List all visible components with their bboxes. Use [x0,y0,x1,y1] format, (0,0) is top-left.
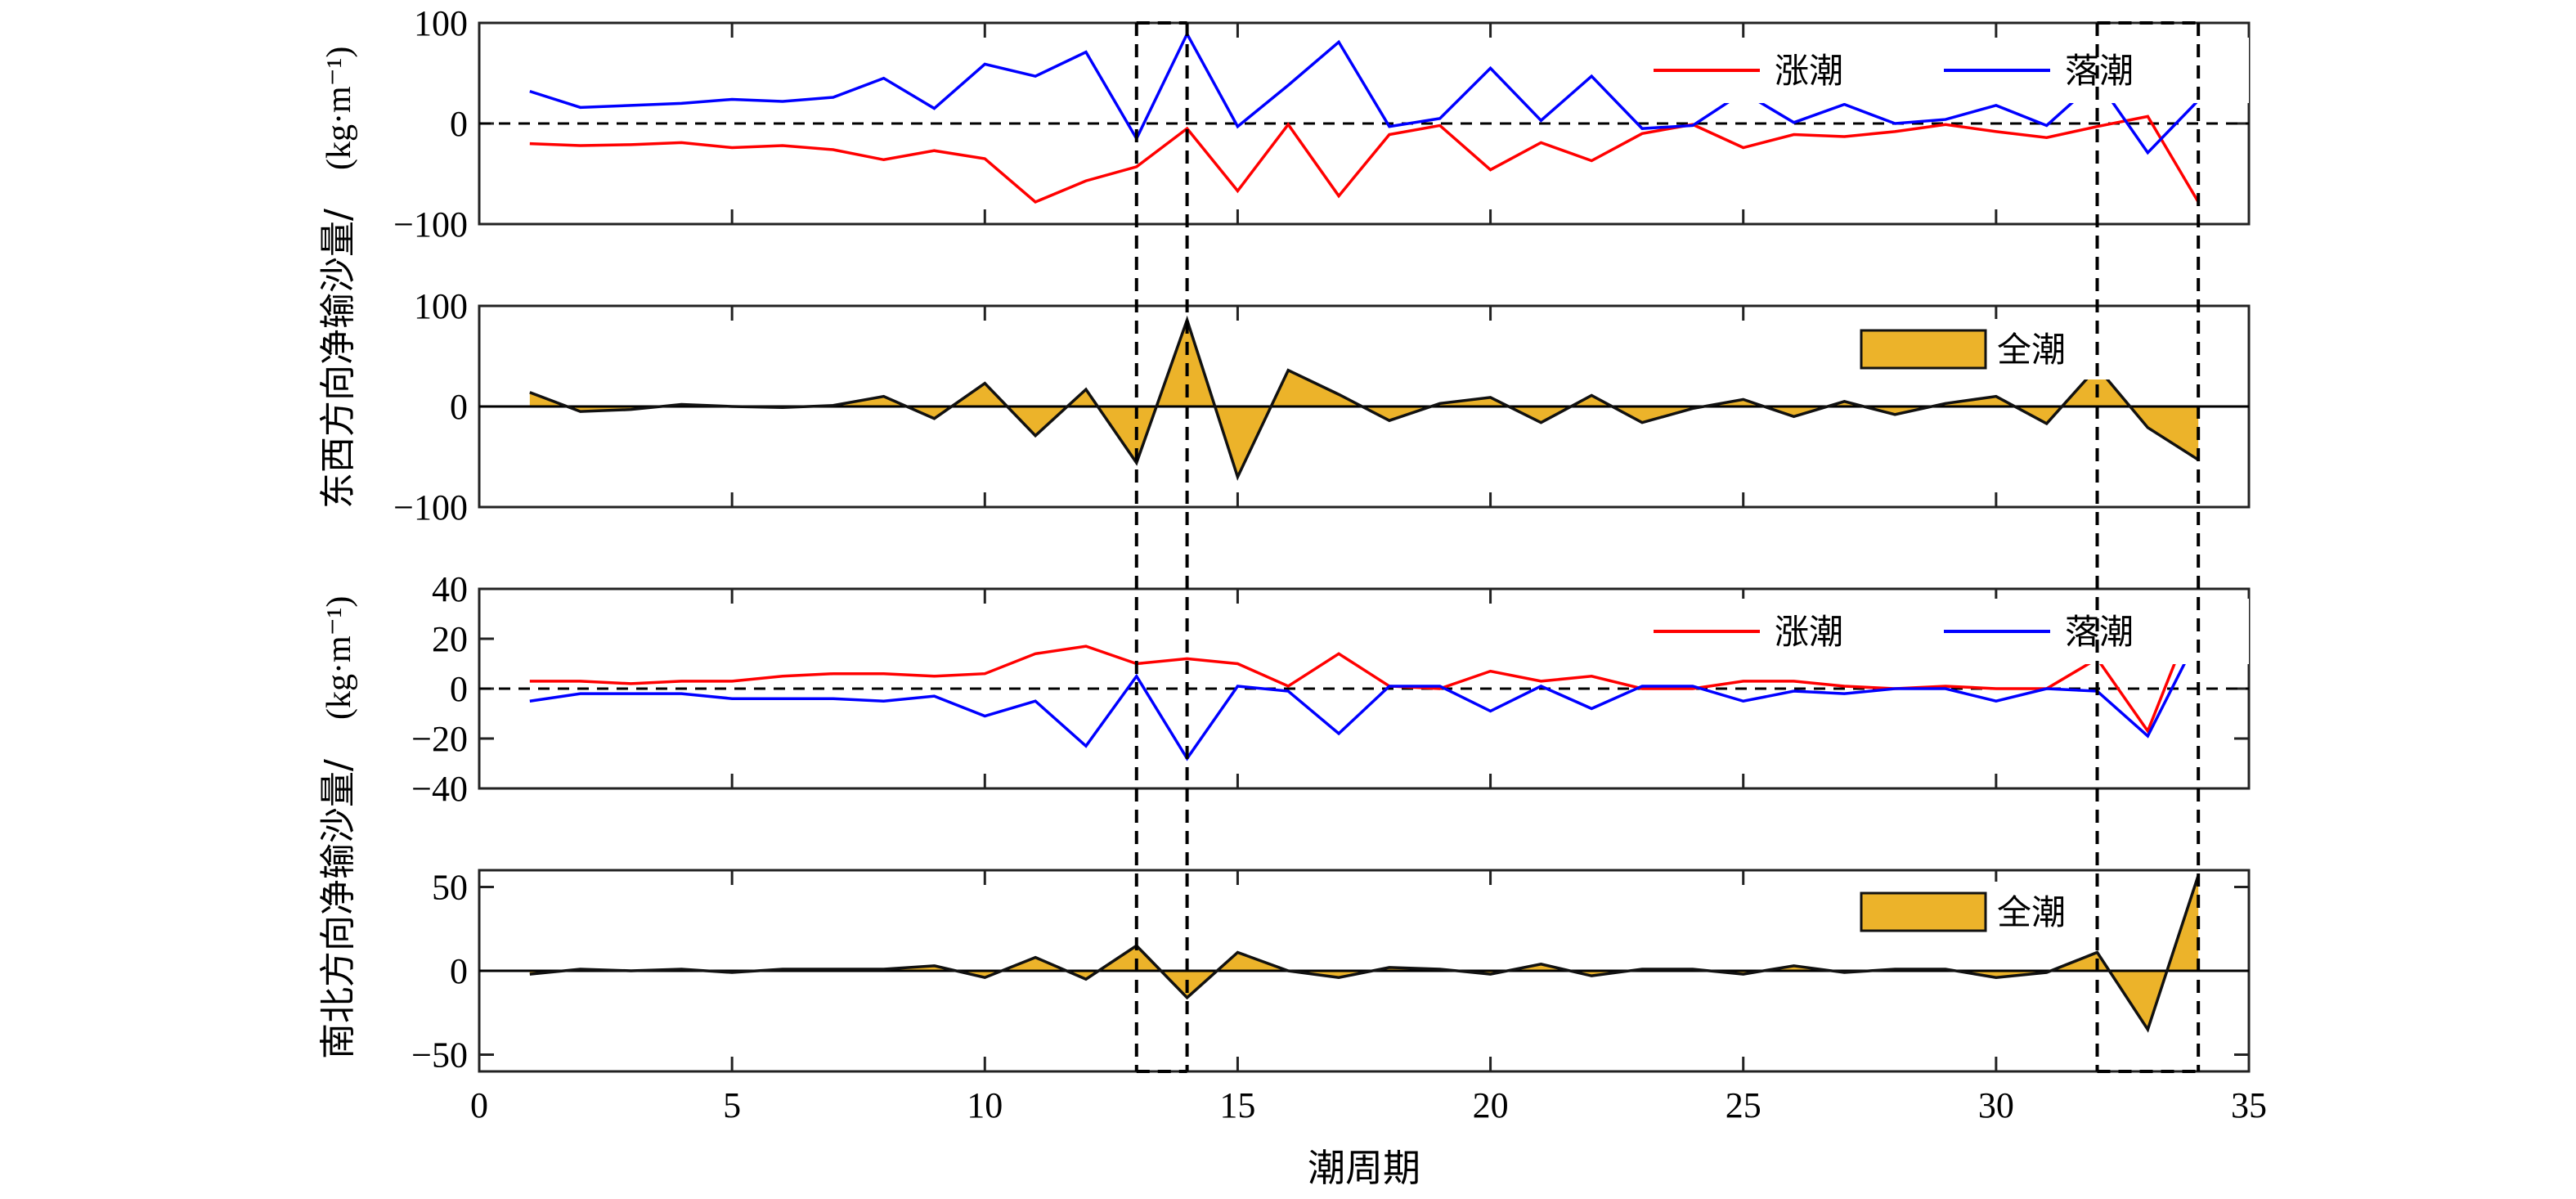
legend-label: 落潮 [2065,612,2134,652]
legend-label: 全潮 [1997,892,2066,932]
x-tick-label: 15 [1219,1085,1255,1125]
ylabel-east-west-unit: (kg·m⁻¹) [321,47,358,170]
x-tick-label: 0 [470,1085,488,1125]
y-tick-label: 100 [414,286,468,326]
y-tick-label: 50 [432,868,468,908]
y-tick-label: 0 [450,387,468,427]
legend-label: 全潮 [1997,330,2066,370]
legend-label: 涨潮 [1775,612,1843,652]
legend: 涨潮 落潮 [1636,599,2249,664]
y-tick-label: −100 [393,487,468,528]
legend-label: 落潮 [2065,51,2134,91]
legend-label: 涨潮 [1775,51,1843,91]
x-tick-label: 20 [1473,1085,1509,1125]
series-line-ebb [529,30,2200,155]
panel-north-south-ebb-flood: −40 −20 0 20 40 涨潮 落潮 [411,569,2251,809]
y-tick-label: −100 [393,204,468,245]
y-tick-label: 100 [414,3,468,43]
y-tick-label: 0 [450,669,468,709]
x-tick-label: 25 [1726,1085,1761,1125]
highlight-guides [1134,21,2201,1073]
x-tick-label: 10 [967,1085,1003,1125]
y-tick-label: 40 [432,569,468,609]
x-tick-label: 35 [2231,1085,2267,1125]
ylabel-north-south: 南北方向净输沙量/ [317,759,359,1059]
y-tick-label: −50 [411,1035,468,1076]
y-tick-label: 0 [450,951,468,991]
ylabel-north-south-text: 南北方向净输沙量/ [317,759,359,1059]
y-tick-label: 20 [432,619,468,659]
legend: 全潮 [1856,882,2126,942]
legend-swatch [1860,329,1987,370]
legend: 全潮 [1856,319,2126,379]
y-tick-label: −20 [411,719,468,759]
y-tick-label: 0 [450,104,468,144]
panel-east-west-ebb-flood: −100 0 100 涨潮 落潮 [393,3,2251,245]
x-tick-label: 5 [723,1085,741,1125]
panel-north-south-full-tide: −50 0 50 全潮 [411,868,2251,1076]
area-outline [529,874,2200,1033]
legend-swatch [1860,891,1987,932]
legend: 涨潮 落潮 [1636,38,2249,103]
ylabel-east-west: 东西方向净输沙量/ [317,209,359,509]
ylabel-north-south-unit: (kg·m⁻¹) [321,596,358,720]
x-tick-label: 30 [1978,1085,2014,1125]
ylabel-east-west-text: 东西方向净输沙量/ [317,209,359,509]
y-tick-label: −40 [411,769,468,809]
x-axis-title: 潮周期 [1308,1146,1420,1190]
panel-east-west-full-tide: −100 0 100 全潮 [393,286,2251,528]
series-line-flood [529,115,2200,204]
area-outline [529,315,2200,481]
series-line-ebb [529,635,2200,761]
